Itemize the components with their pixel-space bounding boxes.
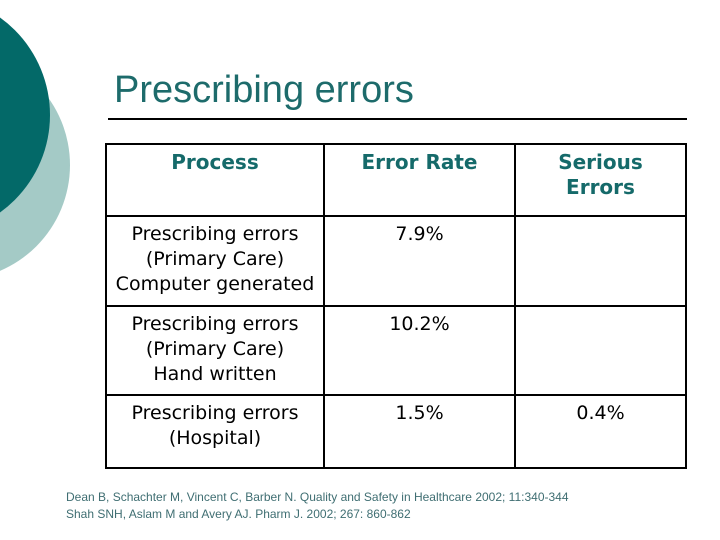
errors-table: Process Error Rate Serious Errors Prescr… bbox=[105, 143, 687, 469]
citation-footer: Dean B, Schachter M, Vincent C, Barber N… bbox=[66, 489, 686, 523]
cell-process: Prescribing errors (Primary Care) Comput… bbox=[105, 215, 325, 307]
header-error-rate: Error Rate bbox=[323, 143, 516, 217]
cell-error-rate: 7.9% bbox=[323, 215, 516, 307]
cell-process: Prescribing errors (Primary Care) Hand w… bbox=[105, 305, 325, 396]
header-process: Process bbox=[105, 143, 325, 217]
cell-error-rate: 10.2% bbox=[323, 305, 516, 396]
page-title: Prescribing errors bbox=[114, 69, 414, 111]
table-row: Prescribing errors (Primary Care) Comput… bbox=[105, 215, 687, 307]
citation-line-2: Shah SNH, Aslam M and Avery AJ. Pharm J.… bbox=[66, 507, 411, 521]
cell-process: Prescribing errors (Hospital) bbox=[105, 394, 325, 469]
citation-line-1: Dean B, Schachter M, Vincent C, Barber N… bbox=[66, 490, 569, 504]
cell-error-rate: 1.5% bbox=[323, 394, 516, 469]
cell-serious-errors bbox=[514, 305, 687, 396]
table-row: Prescribing errors (Hospital) 1.5% 0.4% bbox=[105, 394, 687, 469]
header-serious-errors: Serious Errors bbox=[514, 143, 687, 217]
title-underline bbox=[108, 118, 687, 120]
table-row: Prescribing errors (Primary Care) Hand w… bbox=[105, 305, 687, 396]
cell-serious-errors: 0.4% bbox=[514, 394, 687, 469]
table-header-row: Process Error Rate Serious Errors bbox=[105, 143, 687, 217]
cell-serious-errors bbox=[514, 215, 687, 307]
